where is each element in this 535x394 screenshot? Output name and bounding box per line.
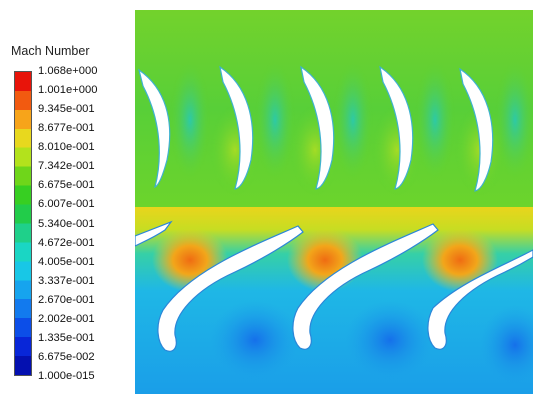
upper-blade-3	[300, 65, 335, 190]
legend-tick-label: 9.345e-001	[38, 103, 95, 116]
legend-tick-label: 5.340e-001	[38, 217, 95, 230]
legend-tick-label: 4.005e-001	[38, 255, 95, 268]
legend-tick-label: 4.672e-001	[38, 236, 95, 249]
lower-blade-1	[135, 220, 173, 247]
color-bar	[14, 71, 32, 376]
legend-tick-label: 2.002e-001	[38, 312, 95, 325]
contour-plot	[135, 10, 533, 394]
upper-cascade-field	[135, 10, 533, 207]
legend-title: Mach Number	[11, 44, 90, 58]
legend-tick-label: 7.342e-001	[38, 160, 95, 173]
upper-blade-5	[459, 67, 494, 192]
legend-tick-label: 6.675e-001	[38, 179, 95, 192]
legend-tick-label: 8.010e-001	[38, 141, 95, 154]
legend-tick-label: 1.335e-001	[38, 331, 95, 344]
legend-tick-label: 3.337e-001	[38, 274, 95, 287]
legend-tick-label: 8.677e-001	[38, 122, 95, 135]
legend-tick-label: 1.068e+000	[38, 65, 98, 77]
upper-blade-4	[379, 65, 414, 190]
lower-blade-4	[427, 249, 533, 350]
upper-blade-2	[219, 65, 254, 190]
legend-tick-label: 6.675e-002	[38, 350, 95, 363]
legend-panel: Mach Number 1.068e+000 1.001e+000 9.345e-0…	[0, 0, 135, 394]
upper-blade-1	[138, 68, 171, 189]
lower-blade-2	[157, 225, 304, 352]
lower-blade-3	[292, 223, 439, 350]
legend-tick-label: 2.670e-001	[38, 293, 95, 306]
legend-tick-label: 1.000e-015	[38, 370, 95, 382]
lower-cascade-field	[135, 207, 533, 394]
legend-tick-label: 1.001e+000	[38, 84, 98, 97]
legend-tick-label: 6.007e-001	[38, 198, 95, 211]
